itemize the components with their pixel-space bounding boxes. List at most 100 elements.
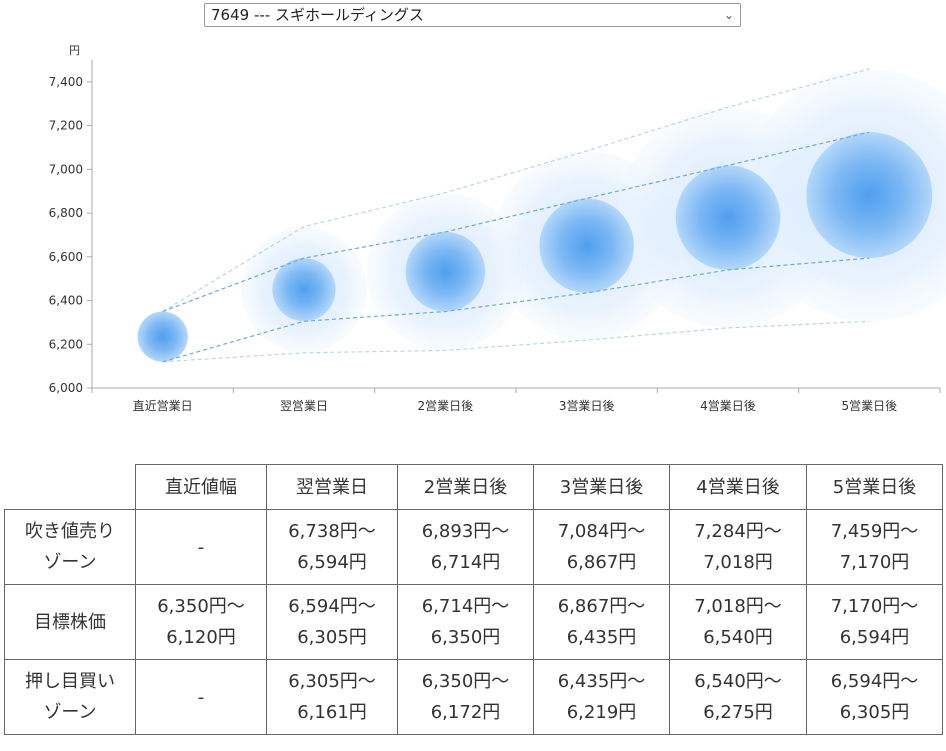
- target-lower-line: [162, 257, 870, 363]
- x-tick-label: 3営業日後: [559, 399, 615, 413]
- x-tick-label: 翌営業日: [280, 399, 328, 413]
- bubble-target-range: [137, 311, 188, 362]
- cell-text: 6,350円: [430, 627, 501, 648]
- y-tick-label: 6,400: [49, 294, 83, 308]
- cell-text: 目標株価: [34, 611, 106, 633]
- table-cell: 7,018円～ 6,540円: [669, 584, 807, 660]
- cell-text: 7,084円～: [557, 521, 646, 542]
- table-cell: 6,350円～ 6,172円: [397, 659, 534, 735]
- table-cell: -: [135, 659, 267, 735]
- row-label: 吹き値売り ゾーン: [4, 509, 136, 585]
- target-upper-line: [162, 131, 870, 313]
- table-cell: 6,350円～ 6,120円: [135, 584, 267, 660]
- table-cell: 6,714円～ 6,350円: [397, 584, 534, 660]
- cell-text: 6,714円～: [421, 596, 510, 617]
- cell-text: 7,018円: [703, 552, 773, 573]
- forecast-bubble-chart: 6,000 6,200 6,400 6,600 6,800 7,000 7,200 7,400…: [49, 44, 946, 413]
- chevron-down-icon: ⌄: [723, 8, 734, 22]
- table-cell: 6,540円～ 6,275円: [669, 659, 807, 735]
- cell-text: 6,435円～: [557, 671, 646, 692]
- x-tick-label: 5営業日後: [842, 399, 898, 413]
- table-row: 吹き値売りゾーン - 6,738円～ 6,594円 6,893円～ 6,714円 7,084…: [4, 509, 943, 585]
- y-tick-label: 6,000: [49, 381, 83, 395]
- table-row: 目標株価 6,350円～ 6,120円 6,594円～ 6,305円 6,714円～ 6,3…: [4, 584, 943, 660]
- table-cell: 6,305円～ 6,161円: [266, 659, 398, 735]
- table-cell: 7,459円～ 7,170円: [806, 509, 943, 585]
- bubble-target-range: [806, 132, 933, 259]
- cell-text: 6,219円: [566, 702, 637, 723]
- table-cell: 6,594円～ 6,305円: [806, 659, 943, 735]
- cell-text: 6,594円: [297, 552, 367, 573]
- cell-text: 6,305円: [839, 702, 910, 723]
- bubble-target-range: [539, 198, 634, 293]
- cell-text: -: [197, 686, 205, 708]
- bubble-target-range: [675, 165, 781, 270]
- cell-text: 6,893円～: [421, 521, 510, 542]
- cell-text: 6,350円～: [157, 596, 245, 617]
- cell-text: 6,714円: [430, 552, 501, 573]
- table-header-row: 直近値幅 翌営業日 2営業日後 3営業日後 4営業日後 5営業日後: [4, 464, 943, 510]
- x-tick-label: 2営業日後: [418, 399, 474, 413]
- y-tick-label: 7,200: [49, 119, 83, 133]
- cell-text: 6,867円: [566, 552, 637, 573]
- x-tick-label: 4営業日後: [700, 399, 756, 413]
- table-row: 押し目買いゾーン - 6,305円～ 6,161円 6,350円～ 6,172円 6,435…: [4, 659, 943, 735]
- cell-text: 6,540円～: [694, 671, 782, 692]
- table-cell: 7,170円～ 6,594円: [806, 584, 943, 660]
- cell-text: ゾーン: [43, 552, 97, 573]
- column-header: 直近値幅: [135, 464, 267, 510]
- cell-text: 吹き値売り: [25, 521, 115, 542]
- cell-text: 6,435円: [566, 627, 637, 648]
- table-cell: 7,084円～ 6,867円: [533, 509, 670, 585]
- y-tick-label: 6,200: [49, 337, 83, 351]
- table-cell: 6,594円～ 6,305円: [266, 584, 398, 660]
- cell-text: 7,459円～: [830, 521, 919, 542]
- cell-text: 6,594円～: [830, 671, 919, 692]
- cell-text: 7,018円～: [694, 596, 782, 617]
- y-tick-label: 6,600: [49, 250, 83, 264]
- y-tick-label: 7,400: [49, 75, 83, 89]
- bubble-target-range: [405, 231, 486, 312]
- cell-text: 6,594円～: [288, 596, 376, 617]
- cell-text: ゾーン: [43, 702, 97, 723]
- row-label: 目標株価: [4, 584, 136, 660]
- y-axis-unit: 円: [69, 44, 80, 57]
- buy-zone-lower-line: [162, 320, 870, 363]
- cell-text: 6,120円: [166, 627, 236, 648]
- cell-text: 6,305円～: [288, 671, 376, 692]
- y-tick-label: 6,800: [49, 206, 83, 220]
- table-cell: 6,867円～ 6,435円: [533, 584, 670, 660]
- cell-text: 6,305円: [297, 627, 367, 648]
- price-zone-table: 直近値幅 翌営業日 2営業日後 3営業日後 4営業日後 5営業日後 吹き値売りゾ…: [4, 464, 943, 735]
- table-cell: 6,435円～ 6,219円: [533, 659, 670, 735]
- table-cell: 6,738円～ 6,594円: [266, 509, 398, 585]
- stock-selector[interactable]: 7649 --- スギホールディングス ⌄: [204, 3, 741, 27]
- column-header: 5営業日後: [806, 464, 943, 510]
- cell-text: 7,284円～: [694, 521, 782, 542]
- x-tick-label: 直近営業日: [133, 399, 193, 413]
- cell-text: 6,738円～: [288, 521, 376, 542]
- column-header: 翌営業日: [266, 464, 398, 510]
- table-cell: 7,284円～ 7,018円: [669, 509, 807, 585]
- bubble-target-range: [272, 258, 336, 322]
- cell-text: 6,594円: [839, 627, 910, 648]
- table-cell: 6,893円～ 6,714円: [397, 509, 534, 585]
- cell-text: 6,540円: [703, 627, 773, 648]
- y-tick-label: 7,000: [49, 162, 83, 176]
- column-header: 3営業日後: [533, 464, 670, 510]
- cell-text: 6,161円: [297, 702, 367, 723]
- cell-text: 6,275円: [703, 702, 773, 723]
- cell-text: -: [197, 536, 205, 558]
- cell-text: 6,867円～: [557, 596, 646, 617]
- table-corner-cell: [4, 464, 136, 510]
- cell-text: 7,170円: [839, 552, 910, 573]
- cell-text: 6,172円: [430, 702, 501, 723]
- cell-text: 押し目買い: [25, 671, 115, 692]
- column-header: 2営業日後: [397, 464, 534, 510]
- column-header: 4営業日後: [669, 464, 807, 510]
- stock-selector-value: 7649 --- スギホールディングス: [211, 6, 424, 24]
- cell-text: 6,350円～: [421, 671, 510, 692]
- table-cell: -: [135, 509, 267, 585]
- cell-text: 7,170円～: [830, 596, 919, 617]
- row-label: 押し目買い ゾーン: [4, 659, 136, 735]
